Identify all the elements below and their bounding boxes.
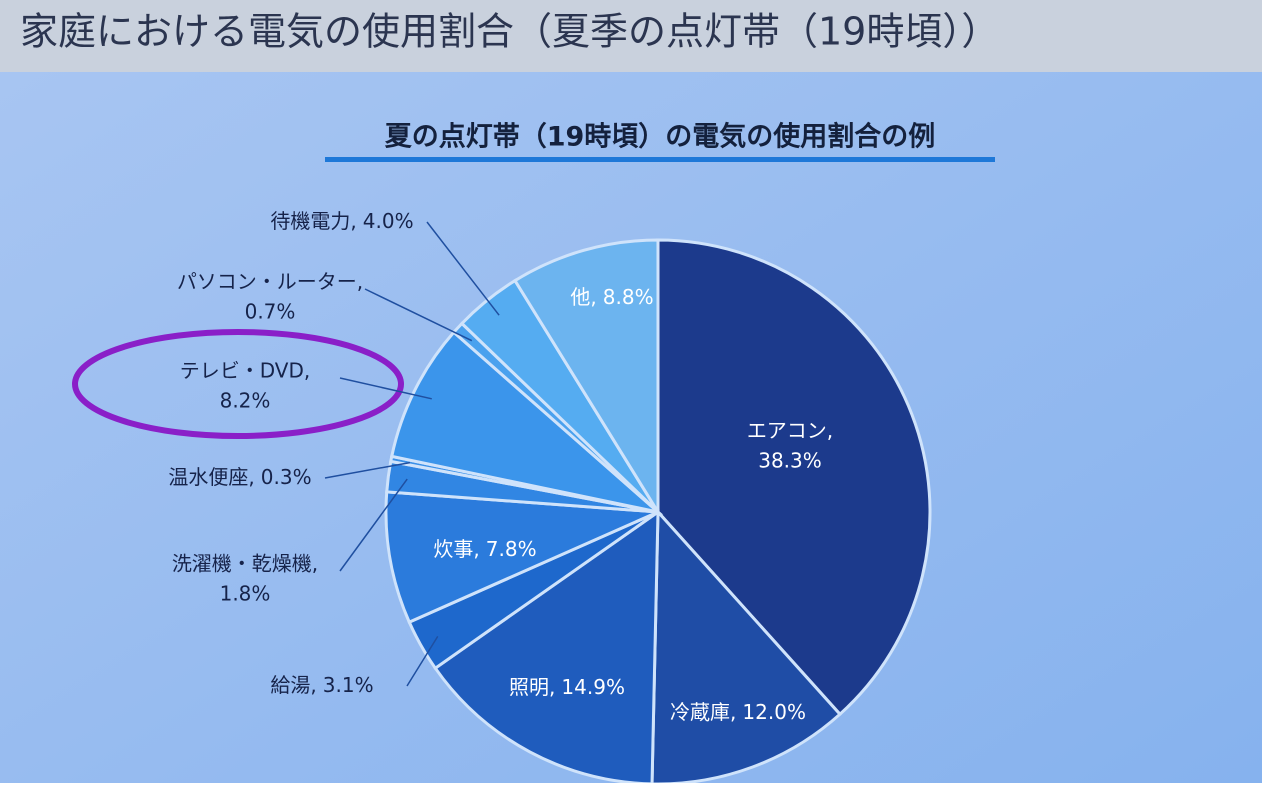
value-label: 0.3% bbox=[261, 465, 312, 489]
slice-label: 給湯, 3.1% bbox=[270, 673, 373, 697]
leader-line bbox=[426, 221, 500, 316]
value-label: 8.2% bbox=[220, 389, 271, 413]
category-label: 冷蔵庫, bbox=[670, 700, 736, 724]
slice-label: 温水便座, 0.3% bbox=[168, 465, 311, 489]
subtitle: 夏の点灯帯（19時頃）の電気の使用割合の例 bbox=[385, 121, 936, 153]
category-label: 他, bbox=[570, 285, 596, 309]
value-label: 38.3% bbox=[758, 449, 822, 473]
slice-label: テレビ・DVD, bbox=[180, 359, 311, 383]
title-bar bbox=[0, 0, 1262, 72]
slice-label: 洗濯機・乾燥機, bbox=[172, 552, 318, 576]
slice-label: 照明, 14.9% bbox=[509, 675, 625, 699]
leader-line bbox=[339, 377, 432, 400]
slice-label: 冷蔵庫, 12.0% bbox=[670, 700, 806, 724]
slice-label: 炊事, 7.8% bbox=[433, 537, 536, 561]
leader-line bbox=[339, 478, 408, 572]
title: 家庭における電気の使用割合（夏季の点灯帯（19時頃）） bbox=[20, 10, 999, 54]
slice-label: パソコン・ルーター, bbox=[177, 270, 363, 294]
slice-label: 待機電力, 4.0% bbox=[270, 209, 413, 233]
value-label: 7.8% bbox=[486, 537, 537, 561]
slice-label: エアコン, bbox=[747, 419, 833, 443]
value-label: 3.1% bbox=[323, 673, 374, 697]
value-label: 8.8% bbox=[603, 285, 654, 309]
value-label: 14.9% bbox=[561, 675, 625, 699]
highlight-ellipse bbox=[72, 329, 404, 439]
pie-slice bbox=[389, 330, 664, 515]
value-label: 12.0% bbox=[742, 700, 806, 724]
category-label: 炊事, bbox=[433, 537, 479, 561]
pie-slice bbox=[656, 238, 932, 717]
value-label: 1.8% bbox=[220, 582, 271, 606]
category-label: 温水便座, bbox=[168, 465, 254, 489]
value-label: 4.0% bbox=[363, 209, 414, 233]
category-label: 照明, bbox=[509, 675, 555, 699]
leader-line bbox=[406, 636, 439, 687]
leader-line bbox=[364, 288, 473, 342]
pie bbox=[384, 238, 932, 786]
slice-label: 他, 8.8% bbox=[570, 285, 653, 309]
subtitle-underline bbox=[325, 157, 995, 162]
leader-line bbox=[324, 461, 411, 479]
value-label: 0.7% bbox=[245, 300, 296, 324]
category-label: 給湯, bbox=[270, 673, 316, 697]
pie-slice bbox=[512, 238, 660, 518]
category-label: 待機電力, bbox=[270, 209, 356, 233]
pie-slice bbox=[433, 509, 660, 786]
pie-slice bbox=[384, 490, 659, 625]
